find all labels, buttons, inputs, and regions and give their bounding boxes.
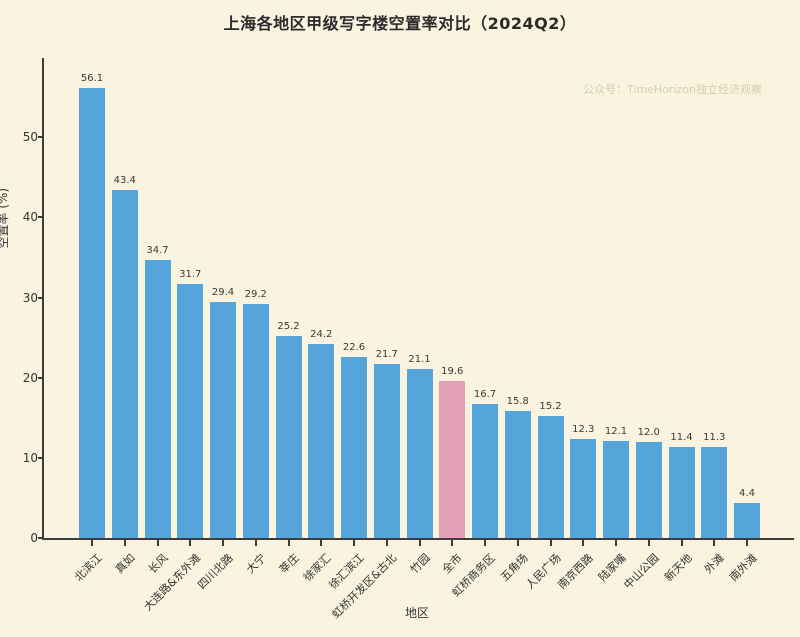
y-axis-tick-label: 10 [22,450,38,465]
bar-value-label: 16.7 [473,389,497,401]
x-axis-tick [287,540,290,546]
x-axis-tick [680,540,683,546]
bar-value-label: 22.6 [342,341,366,353]
x-axis-label: 地区 [404,606,429,620]
x-axis-tick-label: 人民广场 [522,551,564,592]
bar-value-label: 11.3 [703,432,726,444]
bar-highlighted [439,380,466,538]
y-axis-tick-label: 30 [22,290,38,305]
x-axis-tick [516,540,519,546]
x-axis-tick [582,540,585,546]
bar [210,302,236,538]
bar-value-label: 12.3 [572,424,595,436]
bar [111,190,138,538]
bar [79,88,105,538]
bar [242,304,269,538]
x-axis-tick [615,540,617,546]
x-axis-tick-label: 莘庄 [276,551,302,577]
bar [406,368,433,538]
y-axis-tick [38,296,44,299]
bar-value-label: 29.4 [211,287,235,299]
bar [177,283,204,538]
x-axis-tick-label: 真如 [112,551,138,577]
bar [504,411,531,538]
x-axis-tick-label: 外滩 [702,551,727,577]
bar [668,446,695,538]
x-axis-tick [549,540,552,546]
x-axis-tick [746,540,748,546]
x-axis-tick [418,540,421,546]
bar-value-label: 15.8 [506,396,529,408]
watermark-text: 公众号：TimeHorizon独立经济观察 [583,83,762,96]
y-axis-tick-label: 50 [22,130,38,145]
x-axis-tick-label: 竹园 [407,551,433,577]
bar [308,344,335,538]
bar [373,364,400,538]
bar-value-label: 29.2 [244,289,267,300]
x-axis-tick [484,540,486,546]
x-axis-tick [385,540,388,546]
x-axis-tick [123,540,126,546]
x-axis-tick [320,540,323,546]
bar-value-label: 21.1 [408,353,431,365]
bar [472,404,498,538]
x-axis-tick-label: 新天地 [661,551,695,584]
bar-value-label: 4.4 [739,487,755,499]
bar [635,441,662,538]
bar [537,416,564,538]
bar-value-label: 25.2 [277,321,300,333]
bar-value-label: 24.2 [310,329,333,341]
x-axis-tick [451,540,454,546]
bar-value-label: 12.0 [637,426,660,438]
y-axis-tick [38,216,44,219]
x-axis-tick [156,540,159,546]
bar-value-label: 11.4 [670,431,693,443]
x-axis-tick [222,540,224,546]
y-axis-tick-label: 0 [30,531,38,545]
plot-area: 0 10 20 30 40 50 56.1 北滨江 43.4 真如 34.7 长风 31.7 大连路&东外… [23,58,794,621]
chart-title: 上海各地区甲级写字楼空置率对比（2024Q2） [223,14,577,33]
bar [701,447,728,538]
bar-value-label: 43.4 [113,175,136,187]
bar-value-label: 15.2 [539,401,562,413]
bar [603,441,629,538]
x-axis-tick-label: 南外滩 [727,551,760,584]
bar-value-label: 34.7 [146,244,169,256]
x-axis-tick [647,540,650,546]
x-axis-tick-label: 中山公园 [621,551,662,592]
x-axis-tick-label: 长风 [145,551,171,577]
x-axis-tick-label: 北滨江 [72,551,105,584]
bar-value-label: 21.7 [375,349,398,361]
y-axis-tick [38,136,44,139]
y-axis-tick [38,456,44,459]
bar-value-label: 12.1 [604,426,628,438]
y-axis-tick [38,537,44,539]
bar [341,356,367,538]
y-axis-tick [38,376,44,379]
bar [275,336,302,538]
bar-value-label: 56.1 [80,73,104,85]
y-axis-tick-label: 20 [22,370,38,385]
bar-value-label: 19.6 [441,365,464,377]
x-axis-tick-label: 大宁 [243,551,269,577]
bar [570,439,597,538]
x-axis-tick-label: 全市 [440,551,465,577]
x-axis-tick [353,540,355,546]
x-axis-tick [91,540,93,546]
x-axis-tick [713,540,716,546]
y-axis-label: 空置率 (%) [0,187,10,249]
bar [734,502,760,538]
bar [144,259,171,538]
x-axis-tick [189,540,192,546]
x-axis-tick [254,540,257,546]
y-axis-tick-label: 40 [22,210,38,225]
bar-value-label: 31.7 [179,268,202,280]
x-axis-tick-label: 南京西路 [555,551,596,592]
